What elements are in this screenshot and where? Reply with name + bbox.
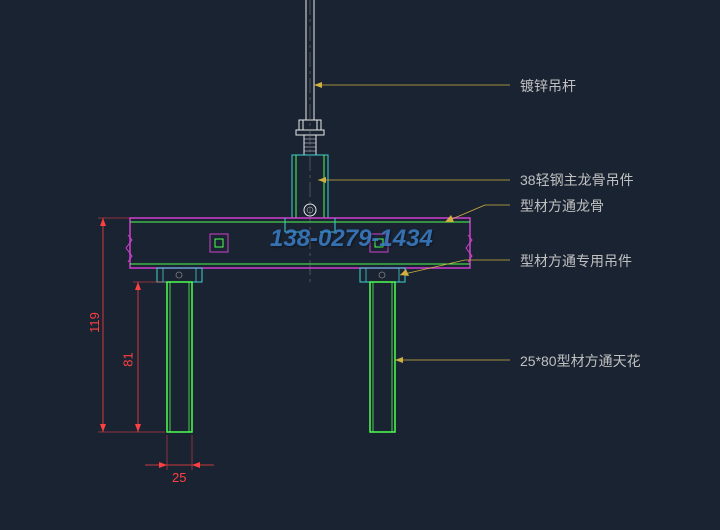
label-rod: 镀锌吊杆 bbox=[520, 76, 576, 96]
dim-119: 119 bbox=[87, 312, 102, 333]
label-tube: 25*80型材方通天花 bbox=[520, 351, 641, 371]
label-hanger-38: 38轻钢主龙骨吊件 bbox=[520, 170, 634, 190]
dim-81: 81 bbox=[121, 352, 136, 366]
watermark-text: 138-0279-1434 bbox=[270, 225, 433, 253]
dim-25: 25 bbox=[172, 470, 186, 485]
label-main-beam: 型材方通龙骨 bbox=[520, 196, 604, 216]
label-clip: 型材方通专用吊件 bbox=[520, 251, 632, 271]
